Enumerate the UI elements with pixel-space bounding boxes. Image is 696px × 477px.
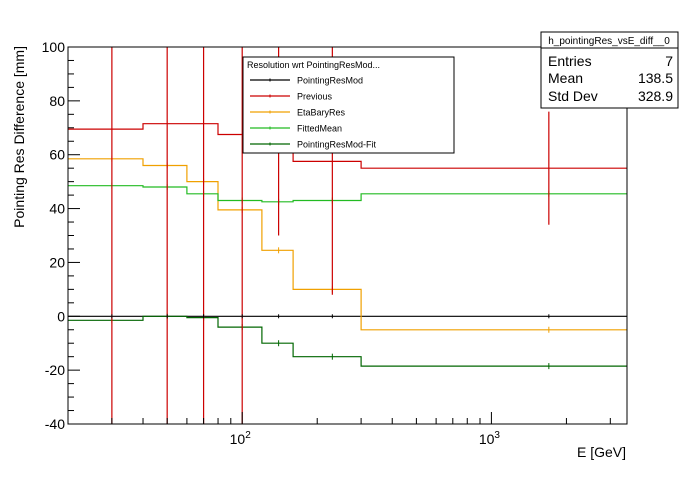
- y-tick-label: 40: [49, 201, 65, 217]
- x-tick-label: 102: [230, 430, 252, 447]
- y-axis-label: Pointing Res Difference [mm]: [11, 46, 27, 228]
- legend: Resolution wrt PointingResMod... Pointin…: [242, 56, 455, 154]
- stats-title: h_pointingRes_vsE_diff__0: [548, 36, 670, 47]
- legend-box: [242, 56, 455, 154]
- series-line-FittedMean: [68, 185, 627, 203]
- legend-label: PointingResMod-Fit: [297, 140, 377, 150]
- stats-frame: [540, 31, 679, 109]
- legend-label: EtaBaryRes: [297, 108, 346, 118]
- legend-label: FittedMean: [297, 124, 342, 134]
- y-tick-label: 100: [42, 39, 66, 55]
- y-tick-label: 80: [49, 93, 65, 109]
- y-tick-label: -40: [45, 416, 65, 432]
- series-line-EtaBaryRes: [68, 158, 627, 331]
- legend-title: Resolution wrt PointingResMod...: [247, 60, 380, 70]
- stats-value-mean: 138.5: [638, 70, 673, 86]
- y-tick-label: -20: [45, 362, 65, 378]
- series-line-PointingResMod-Fit: [68, 315, 627, 367]
- y-tick-label: 20: [49, 254, 65, 270]
- stats-label-entries: Entries: [548, 53, 592, 69]
- stats-box: h_pointingRes_vsE_diff__0 Entries 7 Mean…: [540, 31, 679, 109]
- stats-value-entries: 7: [665, 53, 673, 69]
- legend-label: Previous: [297, 92, 333, 102]
- legend-label: PointingResMod: [297, 76, 363, 86]
- stats-label-mean: Mean: [548, 70, 583, 86]
- x-tick-label: 103: [479, 430, 501, 447]
- y-tick-label: 60: [49, 147, 65, 163]
- stats-value-stddev: 328.9: [638, 88, 673, 104]
- x-axis-label: E [GeV]: [577, 444, 626, 460]
- stats-label-stddev: Std Dev: [548, 88, 598, 104]
- axes-layer: -40 -20 0 20 40 60 80 100 102 103: [42, 39, 611, 447]
- y-tick-label: 0: [57, 308, 65, 324]
- legend-entries: PointingResMod Previous EtaBaryRes FittedMe…: [250, 76, 377, 150]
